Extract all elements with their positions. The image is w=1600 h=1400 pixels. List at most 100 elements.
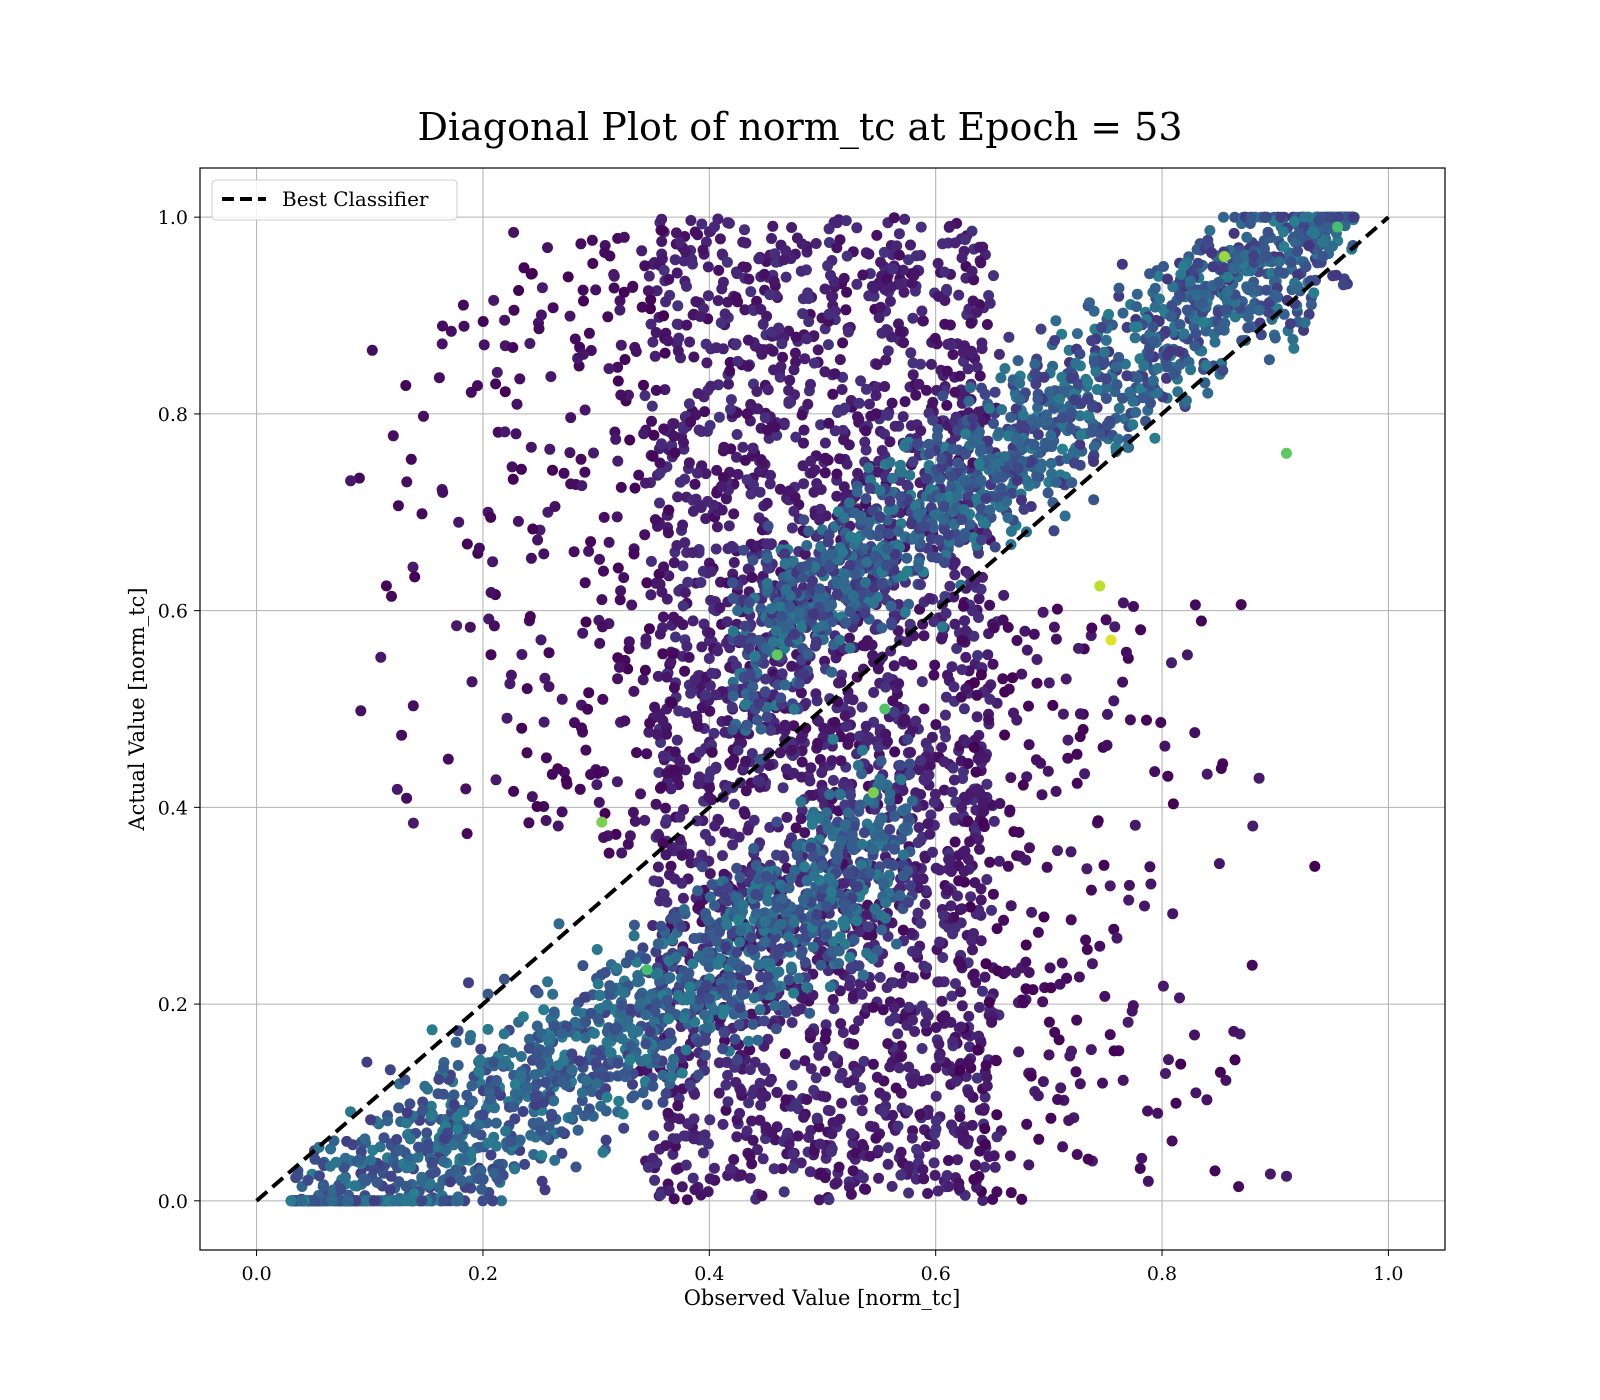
scatter-point <box>810 688 822 700</box>
scatter-point <box>888 977 900 989</box>
scatter-point <box>572 1124 584 1136</box>
scatter-point <box>769 1000 781 1012</box>
scatter-point <box>616 1000 628 1012</box>
scatter-point <box>649 350 661 362</box>
scatter-point <box>939 318 951 330</box>
scatter-point <box>955 986 967 998</box>
scatter-point <box>928 616 940 628</box>
scatter-point <box>850 1147 862 1159</box>
scatter-point <box>672 345 684 357</box>
scatter-point <box>947 928 959 940</box>
scatter-point <box>988 815 1000 827</box>
scatter-point <box>759 936 771 948</box>
scatter-point <box>871 229 883 241</box>
scatter-point <box>904 758 916 770</box>
scatter-point <box>796 991 808 1003</box>
scatter-point <box>422 1138 434 1150</box>
scatter-point <box>400 1195 412 1207</box>
scatter-point <box>854 926 865 938</box>
scatter-point <box>742 360 754 372</box>
scatter-point <box>657 611 669 623</box>
scatter-point <box>949 237 961 249</box>
scatter-point <box>424 1178 436 1190</box>
scatter-point <box>721 616 733 628</box>
scatter-point <box>967 944 978 956</box>
scatter-point <box>865 1120 876 1132</box>
scatter-point <box>847 694 859 706</box>
scatter-point <box>891 240 903 252</box>
scatter-point <box>838 779 849 791</box>
scatter-point <box>860 383 872 395</box>
scatter-point <box>819 437 831 449</box>
scatter-point <box>834 453 846 465</box>
scatter-point <box>949 618 961 630</box>
scatter-point <box>839 710 851 722</box>
scatter-point <box>433 1073 445 1085</box>
scatter-point <box>728 1154 740 1165</box>
scatter-point <box>437 1156 449 1167</box>
scatter-point <box>742 334 754 346</box>
scatter-point <box>842 867 854 879</box>
scatter-point <box>837 1027 849 1038</box>
scatter-point <box>640 1053 652 1065</box>
scatter-point <box>735 1085 747 1096</box>
scatter-point <box>884 436 896 448</box>
scatter-point <box>844 951 856 963</box>
scatter-point <box>896 977 908 989</box>
scatter-point <box>525 1129 537 1141</box>
scatter-point <box>826 755 838 767</box>
scatter-point <box>900 803 912 815</box>
scatter-point <box>708 1004 720 1016</box>
scatter-point <box>570 1005 582 1017</box>
scatter-point <box>833 958 845 969</box>
scatter-point <box>404 1133 416 1145</box>
scatter-point <box>680 1159 692 1171</box>
scatter-point <box>957 346 969 358</box>
scatter-point <box>860 425 872 437</box>
scatter-point <box>912 837 924 849</box>
scatter-point <box>657 1039 669 1051</box>
scatter-point <box>542 1033 554 1045</box>
scatter-point <box>971 1072 983 1084</box>
scatter-point <box>721 256 733 268</box>
scatter-point <box>874 971 886 983</box>
scatter-point <box>950 978 961 990</box>
scatter-point <box>700 513 712 525</box>
scatter-point <box>918 703 930 715</box>
scatter-point <box>903 1061 915 1073</box>
scatter-point <box>590 1057 602 1069</box>
scatter-point <box>764 884 776 896</box>
scatter-point <box>817 859 829 871</box>
scatter-point <box>728 798 740 810</box>
scatter-point <box>816 767 828 779</box>
scatter-point <box>748 814 760 826</box>
scatter-point <box>725 403 736 415</box>
scatter-point <box>450 1164 462 1176</box>
scatter-point <box>658 264 670 276</box>
scatter-point <box>889 420 901 432</box>
scatter-point <box>870 390 882 401</box>
scatter-point <box>722 882 734 894</box>
scatter-point <box>739 224 750 236</box>
scatter-point <box>880 354 892 366</box>
scatter-point <box>295 1195 307 1207</box>
scatter-point <box>827 774 839 786</box>
scatter-point <box>703 653 715 664</box>
scatter-point <box>804 1166 816 1178</box>
scatter-point <box>746 1008 757 1020</box>
scatter-point <box>856 838 868 850</box>
scatter-point <box>790 431 802 443</box>
scatter-point <box>764 478 776 490</box>
scatter-point <box>822 339 834 351</box>
scatter-point <box>859 436 871 448</box>
scatter-point <box>713 264 725 276</box>
scatter-point <box>720 941 732 953</box>
scatter-point <box>425 1110 437 1122</box>
scatter-point <box>685 215 697 226</box>
scatter-point <box>813 1049 825 1061</box>
scatter-point <box>943 1155 954 1166</box>
scatter-point <box>624 949 636 961</box>
scatter-point <box>898 337 909 349</box>
scatter-point <box>984 297 996 309</box>
scatter-point <box>929 659 941 671</box>
